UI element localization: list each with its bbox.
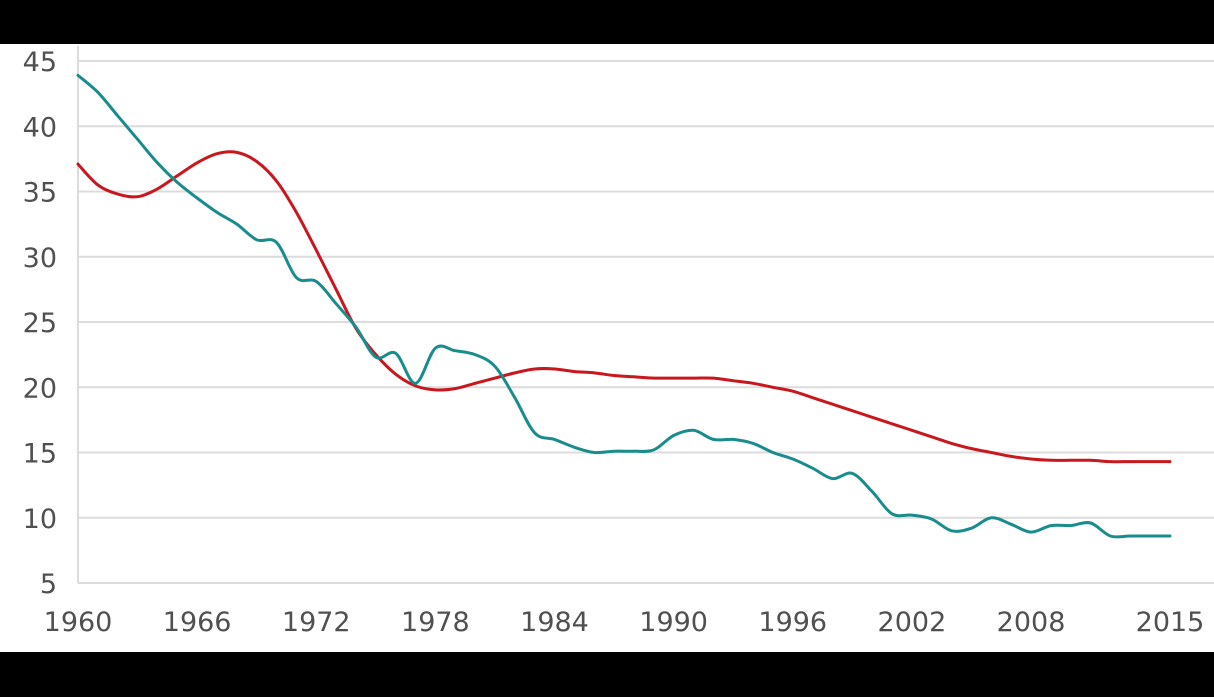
- x-tick-label-2015: 2015: [1136, 607, 1205, 638]
- x-tick-label-2008: 2008: [997, 607, 1066, 638]
- x-tick-label-1984: 1984: [520, 607, 589, 638]
- x-tick-label-1978: 1978: [401, 607, 470, 638]
- series-line-red: [76, 150, 1172, 464]
- y-tick-label-30: 30: [23, 243, 57, 274]
- y-tick-label-25: 25: [23, 308, 57, 339]
- y-tick-label-20: 20: [23, 373, 57, 404]
- plot-background: [0, 44, 1214, 652]
- bottom-black-bar: [0, 652, 1214, 697]
- x-tick-label-1996: 1996: [758, 607, 827, 638]
- x-tick-label-1966: 1966: [163, 607, 232, 638]
- y-tick-label-5: 5: [40, 569, 57, 600]
- x-tick-label-1990: 1990: [639, 607, 708, 638]
- grid: [78, 60, 1214, 584]
- series-line-teal: [76, 73, 1172, 539]
- x-tick-label-1972: 1972: [282, 607, 351, 638]
- y-axis-tick-labels: 5 10 15 20 25 30 35 40 45: [23, 47, 57, 600]
- y-tick-label-15: 15: [23, 439, 57, 470]
- top-black-bar: [0, 0, 1214, 44]
- x-tick-label-2002: 2002: [878, 607, 947, 638]
- series-layer: [76, 73, 1172, 539]
- y-tick-label-40: 40: [23, 112, 57, 143]
- x-tick-label-1960: 1960: [44, 607, 113, 638]
- y-tick-label-45: 45: [23, 47, 57, 78]
- y-tick-label-10: 10: [23, 504, 57, 535]
- x-axis-tick-labels: 1960 1966 1972 1978 1984 1990 1996 2002 2008 2015: [44, 607, 1205, 638]
- y-tick-label-35: 35: [23, 178, 57, 209]
